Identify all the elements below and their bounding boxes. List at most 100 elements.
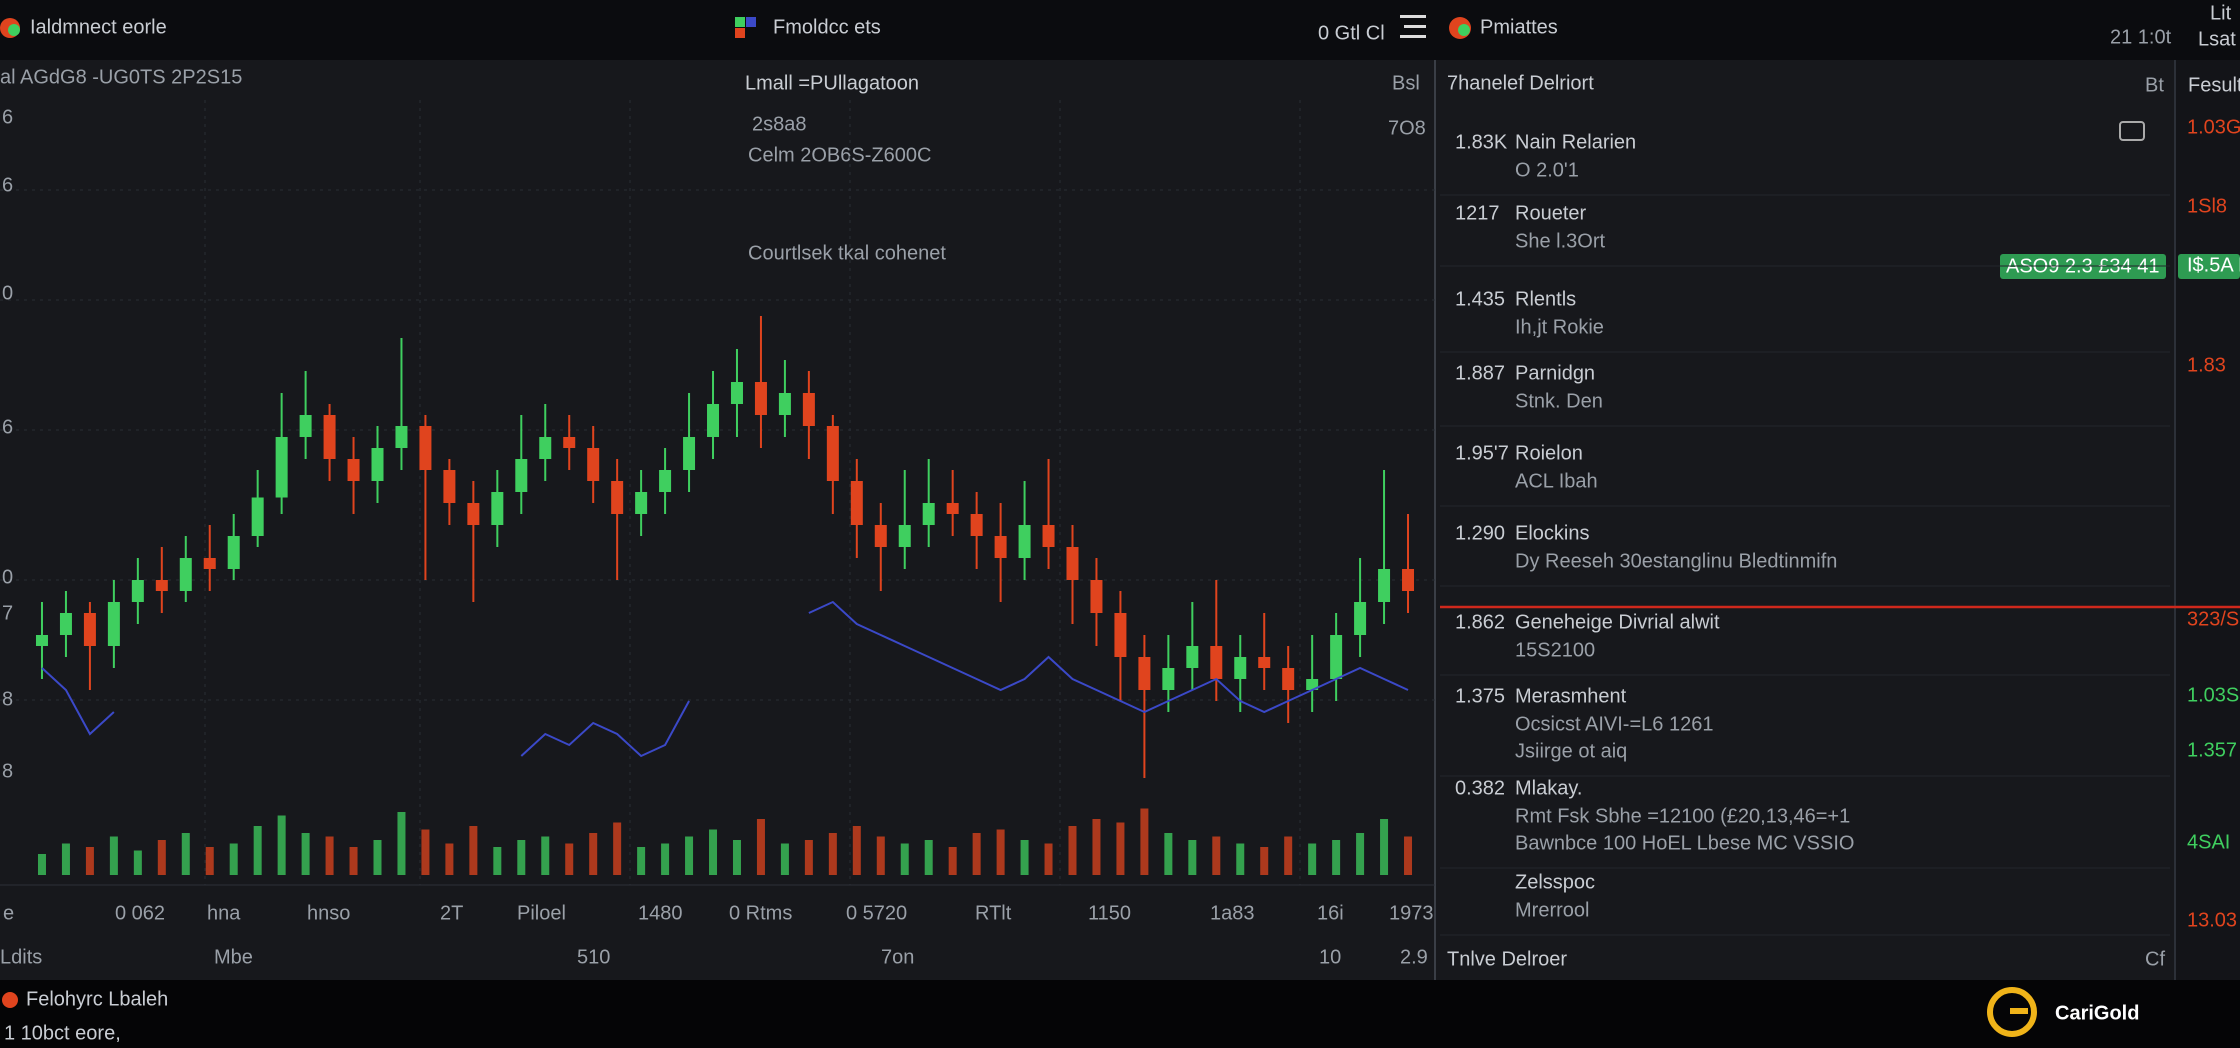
item-line: 15S2100 bbox=[1515, 639, 1595, 661]
candle-body bbox=[443, 470, 456, 503]
volume-bar bbox=[756, 819, 765, 875]
y-label: 0 bbox=[2, 566, 13, 588]
volume-bar bbox=[589, 833, 598, 875]
panel-tab[interactable]: Pmiattes bbox=[1480, 16, 1558, 38]
volume-bar bbox=[1140, 808, 1149, 875]
result-value: 1.03G bbox=[2187, 116, 2240, 138]
chart-corner: 7O8 bbox=[1388, 117, 1426, 139]
candle-body bbox=[131, 580, 144, 602]
item-num: 1.887 bbox=[1455, 362, 1505, 384]
panel-icon[interactable] bbox=[2119, 121, 2145, 141]
volume-bar bbox=[397, 812, 406, 875]
candle-body bbox=[1330, 635, 1343, 679]
x-label: 0 Rtms bbox=[729, 902, 792, 924]
candle-body bbox=[1090, 580, 1103, 613]
tab-icon bbox=[735, 17, 745, 27]
result-footer: Cf bbox=[2145, 948, 2165, 970]
item-num: 1.375 bbox=[1455, 685, 1505, 707]
candle-body bbox=[970, 514, 983, 536]
candle-body bbox=[730, 382, 743, 404]
volume-bar bbox=[1308, 843, 1317, 875]
result-value: 1.357 bbox=[2187, 739, 2237, 761]
candle-body bbox=[611, 481, 624, 514]
volume-bar bbox=[181, 833, 190, 875]
brand-logo bbox=[2010, 1008, 2028, 1014]
corner-label: Lit bbox=[2210, 2, 2232, 24]
x-label: 2.9 bbox=[1400, 946, 1428, 968]
volume-bar bbox=[1020, 840, 1029, 875]
volume-bar bbox=[685, 836, 694, 875]
volume-bar bbox=[493, 847, 502, 875]
item-line: Dy Reeseh 30estanglinu Bledtinmifn bbox=[1515, 550, 1837, 572]
result-value: 1.83 bbox=[2187, 354, 2226, 376]
item-line: Jsiirge ot aiq bbox=[1515, 740, 1627, 762]
x-label: hna bbox=[207, 902, 241, 924]
candle-body bbox=[922, 503, 935, 525]
panel-corner: Bt bbox=[2145, 74, 2164, 96]
x-label: 0 5720 bbox=[846, 902, 907, 924]
candle-body bbox=[467, 503, 480, 525]
result-value: I$.5A L bbox=[2187, 254, 2240, 276]
item-title: Mlakay. bbox=[1515, 777, 1582, 799]
candle-body bbox=[1378, 569, 1391, 602]
candle-body bbox=[802, 393, 815, 426]
brand: CariGold bbox=[2055, 1002, 2139, 1024]
item-line: ACL Ibah bbox=[1515, 470, 1598, 492]
candle-body bbox=[515, 459, 528, 492]
volume-bar bbox=[421, 829, 430, 875]
candle-body bbox=[59, 613, 72, 635]
brand-logo bbox=[1987, 987, 2037, 1037]
candle-body bbox=[107, 602, 120, 646]
volume-bar bbox=[1164, 833, 1173, 875]
x-label: hnso bbox=[307, 902, 350, 924]
chart-title: Lmall =PUllagatoon bbox=[745, 72, 919, 94]
footer-text: 1 10bct eore, bbox=[4, 1022, 121, 1044]
candle-body bbox=[1258, 657, 1271, 668]
menu-icon[interactable] bbox=[1400, 15, 1426, 38]
candle-body bbox=[635, 492, 648, 514]
x-label: 1a83 bbox=[1210, 902, 1255, 924]
volume-bar bbox=[900, 843, 909, 875]
tab[interactable]: Fmoldcc ets bbox=[773, 16, 881, 38]
x-label: 1480 bbox=[638, 902, 683, 924]
candle-body bbox=[35, 635, 48, 646]
item-title: Rlentls bbox=[1515, 288, 1576, 310]
candle-body bbox=[659, 470, 672, 492]
volume-bar bbox=[277, 815, 286, 875]
candle-body bbox=[203, 558, 216, 569]
x-label: 16i bbox=[1317, 902, 1344, 924]
corner-label: Lsat bbox=[2198, 28, 2236, 50]
result-value: 1.03S bbox=[2187, 684, 2239, 706]
volume-bar bbox=[1332, 840, 1341, 875]
item-title: Elockins bbox=[1515, 522, 1589, 544]
item-title: Zelsspoc bbox=[1515, 871, 1595, 893]
candle-body bbox=[563, 437, 576, 448]
volume-bar bbox=[1236, 843, 1245, 875]
volume-bar bbox=[445, 843, 454, 875]
volume-bar bbox=[709, 829, 718, 875]
candle-body bbox=[754, 382, 767, 415]
candle-body bbox=[778, 393, 791, 415]
item-line: Stnk. Den bbox=[1515, 390, 1603, 412]
tab-icon bbox=[746, 17, 756, 27]
result-value: 1Sl8 bbox=[2187, 195, 2227, 217]
volume-bar bbox=[253, 826, 262, 875]
candle-body bbox=[83, 613, 96, 646]
candle-body bbox=[539, 437, 552, 459]
volume-bar bbox=[61, 843, 70, 875]
candle-body bbox=[587, 448, 600, 481]
item-num: 1217 bbox=[1455, 202, 1500, 224]
candle-body bbox=[683, 437, 696, 470]
volume-bar bbox=[1260, 847, 1269, 875]
volume-bar bbox=[349, 847, 358, 875]
candle-body bbox=[1210, 646, 1223, 679]
status-icon bbox=[2, 992, 18, 1008]
y-label: 6 bbox=[2, 416, 13, 438]
volume-bar bbox=[780, 843, 789, 875]
item-line: Mrerrool bbox=[1515, 899, 1589, 921]
item-line: Ih,jt Rokie bbox=[1515, 316, 1604, 338]
item-line: O 2.0'1 bbox=[1515, 159, 1579, 181]
candle-body bbox=[1354, 602, 1367, 635]
candle-body bbox=[395, 426, 408, 448]
